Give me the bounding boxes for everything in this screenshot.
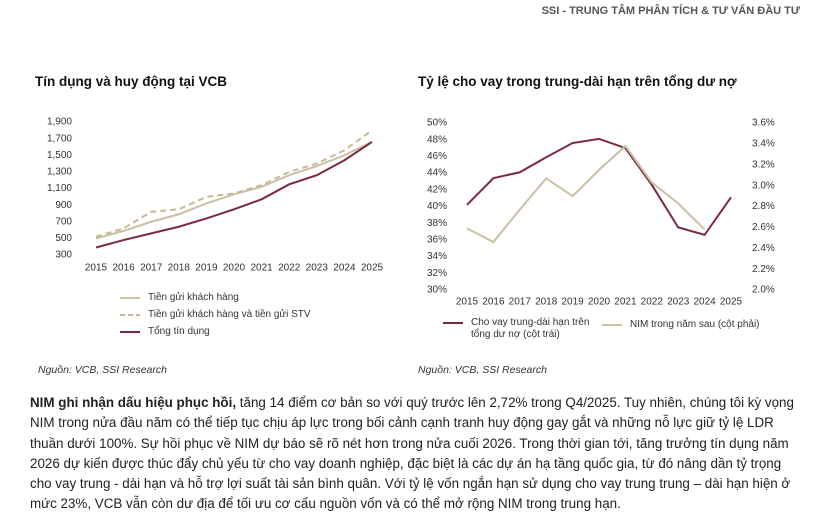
y2-tick-label: 2.6% (752, 222, 775, 233)
legend-label: Tổng tín dụng (148, 326, 210, 337)
series-line (95, 129, 373, 238)
series-line (95, 141, 373, 240)
y2-tick-label: 2.4% (752, 243, 775, 254)
legend-label: NIM trong năm sau (cột phải) (630, 319, 760, 330)
y2-tick-label: 3.0% (752, 180, 775, 191)
x-tick-label: 2020 (223, 263, 246, 274)
paragraph: NIM ghi nhận dấu hiệu phục hồi, tăng 14 … (30, 393, 802, 515)
y2-tick-label: 3.2% (752, 159, 775, 170)
y-tick-label: 40% (427, 201, 447, 212)
charts: 300 500 700 900 1,100 1,300 1,500 1,700 1,900 201… (47, 117, 775, 333)
y-tick-label: 900 (55, 200, 72, 211)
x-tick-label: 2021 (250, 263, 273, 274)
y-tick-label: 36% (427, 235, 447, 246)
x-tick-label: 2015 (85, 263, 108, 274)
x-tick-label: 2022 (641, 297, 664, 308)
y-tick-label: 500 (55, 233, 72, 244)
x-tick-label: 2025 (720, 297, 743, 308)
x-tick-label: 2021 (614, 297, 637, 308)
x-tick-label: 2022 (278, 263, 301, 274)
y2-tick-label: 3.4% (752, 139, 775, 150)
source: Nguồn: VCB, SSI Research (418, 364, 547, 376)
y2-tick-label: 2.0% (752, 285, 775, 296)
x-tick-label: 2023 (306, 263, 329, 274)
y-tick-label: 34% (427, 251, 447, 262)
y-tick-label: 700 (55, 216, 72, 227)
y-tick-label: 1,300 (47, 167, 72, 178)
source: Nguồn: VCB, SSI Research (38, 364, 167, 376)
x-tick-label: 2025 (361, 263, 384, 274)
y2-tick-label: 3.6% (752, 118, 775, 129)
y-tick-label: 1,700 (47, 133, 72, 144)
legend-label: Cho vay trung-dài hạn trên tổng dư nợ (c… (471, 317, 590, 340)
x-tick-label: 2016 (112, 263, 135, 274)
y-tick-label: 46% (427, 151, 447, 162)
y-tick-label: 42% (427, 184, 447, 195)
y-tick-label: 300 (55, 250, 72, 261)
series-line (466, 144, 706, 244)
y-tick-label: 44% (427, 168, 447, 179)
series-line (466, 137, 732, 237)
x-tick-label: 2017 (140, 263, 163, 274)
x-tick-label: 2024 (693, 297, 716, 308)
series-line (95, 141, 373, 249)
y-tick-label: 30% (427, 285, 447, 296)
x-tick-label: 2016 (482, 297, 505, 308)
y-tick-label: 1,900 (47, 117, 72, 128)
x-tick-label: 2017 (509, 297, 532, 308)
chart-title: Tỷ lệ cho vay trong trung-dài hạn trên t… (418, 74, 737, 89)
x-tick-label: 2018 (535, 297, 558, 308)
y-tick-label: 1,500 (47, 150, 72, 161)
legend-label: Tiền gửi khách hàng (148, 292, 239, 303)
x-tick-label: 2019 (195, 263, 218, 274)
x-tick-label: 2019 (561, 297, 584, 308)
paragraph-text: tăng 14 điểm cơ bản so với quý trước lên… (30, 395, 794, 512)
y2-tick-label: 2.2% (752, 264, 775, 275)
y2-tick-label: 2.8% (752, 201, 775, 212)
chart-title: Tín dụng và huy động tại VCB (35, 74, 227, 89)
y-tick-label: 48% (427, 134, 447, 145)
x-tick-label: 2018 (168, 263, 191, 274)
y-tick-label: 50% (427, 118, 447, 129)
header: SSI - TRUNG TÂM PHÂN TÍCH & TƯ VẤN ĐẦU T… (541, 5, 800, 17)
y-tick-label: 1,100 (47, 183, 72, 194)
legend-label: Tiền gửi khách hàng và tiền gửi STV (148, 309, 311, 320)
y-tick-label: 32% (427, 268, 447, 279)
x-tick-label: 2023 (667, 297, 690, 308)
x-tick-label: 2015 (456, 297, 479, 308)
x-tick-label: 2020 (588, 297, 611, 308)
y-tick-label: 38% (427, 218, 447, 229)
paragraph-lead: NIM ghi nhận dấu hiệu phục hồi, (30, 395, 237, 410)
x-tick-label: 2024 (333, 263, 356, 274)
